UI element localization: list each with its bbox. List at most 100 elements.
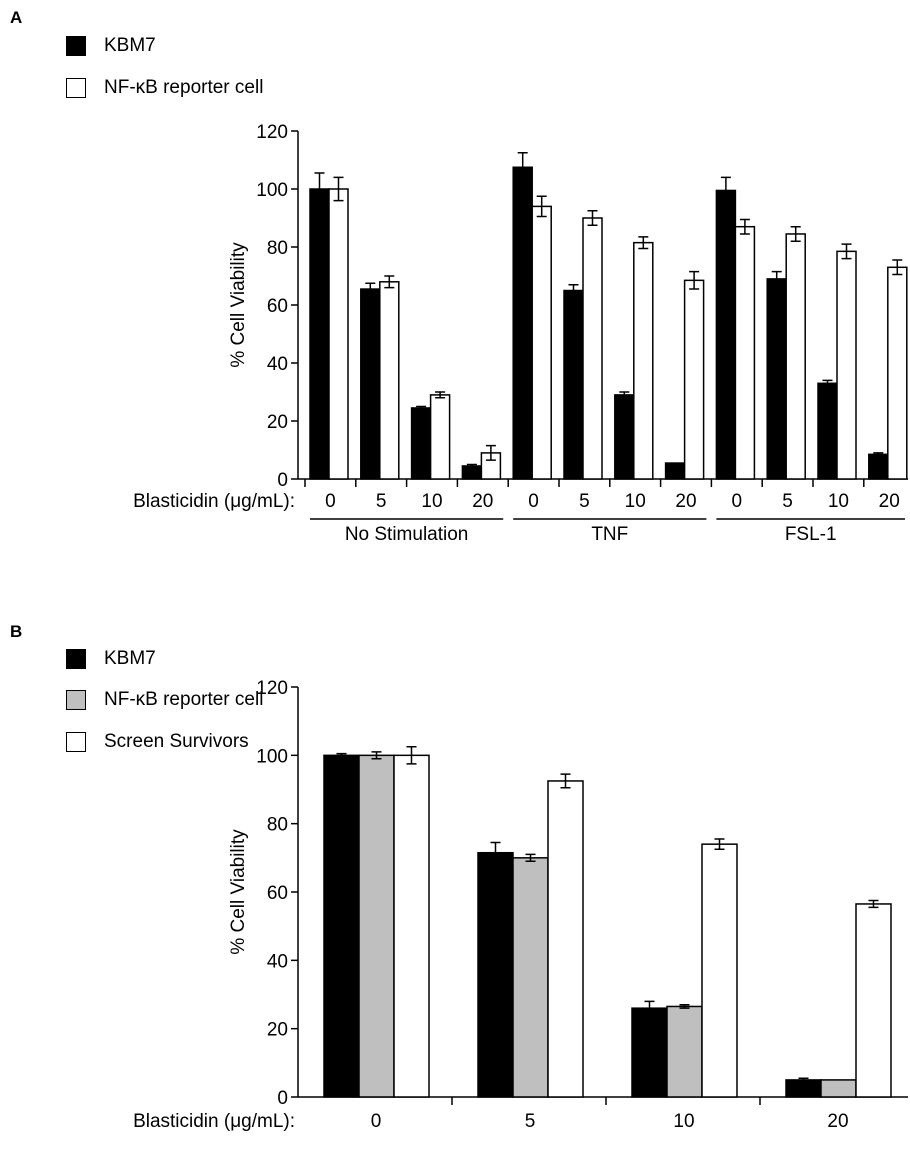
legend-b-reporter-swatch bbox=[66, 690, 86, 710]
chart-a-group-label-1: TNF bbox=[591, 524, 628, 545]
chart-a-y-tick-label-100: 100 bbox=[256, 180, 288, 201]
chart-a-x-tick-label-6: 10 bbox=[625, 491, 646, 512]
chart-b-x-tick-label-3: 20 bbox=[827, 1111, 848, 1132]
chart-a-y-tick-label-60: 60 bbox=[267, 296, 288, 317]
chart-b-bar-survivors-1-error bbox=[560, 773, 571, 789]
legend-a-reporter: NF-κB reporter cell bbox=[66, 76, 263, 100]
chart-b-x-axis-title: Blasticidin (μg/mL): bbox=[133, 1111, 295, 1132]
chart-b-bar-kbm7-2-error bbox=[644, 1000, 655, 1016]
chart-a-bar-kbm7-2-error bbox=[416, 405, 427, 411]
legend-a-kbm7: KBM7 bbox=[66, 34, 156, 58]
chart-a-group-label-2: FSL-1 bbox=[785, 524, 837, 545]
legend-b-survivors-label: Screen Survivors bbox=[104, 731, 249, 752]
chart-a-x-tick-label-1: 5 bbox=[376, 491, 387, 512]
chart-a-bar-reporter-11-error bbox=[892, 259, 903, 276]
chart-a-bar-reporter-8-error bbox=[739, 218, 750, 235]
chart-b-bar-kbm7-1 bbox=[477, 851, 514, 1098]
chart-b-bar-survivors-3-error bbox=[868, 899, 879, 909]
panel-a-label: A bbox=[10, 8, 23, 27]
chart-a-bar-reporter-1-error bbox=[384, 275, 395, 289]
chart-b-y-tick-label-60: 60 bbox=[267, 883, 288, 904]
chart-a-bar-reporter-3-error bbox=[485, 444, 496, 461]
chart-a-bar-reporter-6-error bbox=[638, 236, 649, 250]
chart-b-x-tick-label-1: 5 bbox=[525, 1111, 536, 1132]
chart-b-y-tick-label-20: 20 bbox=[267, 1020, 288, 1041]
chart-b-bar-reporter-1 bbox=[512, 857, 549, 1098]
chart-b-bar-survivors-2 bbox=[701, 843, 738, 1098]
chart-a-bar-reporter-5-error bbox=[587, 210, 598, 226]
legend-a-kbm7-swatch bbox=[66, 36, 86, 56]
chart-b-bar-reporter-2-error bbox=[679, 1004, 690, 1009]
legend-b-kbm7-swatch bbox=[66, 649, 86, 669]
chart-b-bar-kbm7-0-error bbox=[336, 752, 347, 758]
chart-a-x-tick-label-3: 20 bbox=[472, 491, 493, 512]
chart-b-bar-kbm7-3 bbox=[785, 1079, 822, 1098]
chart-a-x-tick-label-8: 0 bbox=[732, 491, 743, 512]
chart-a-y-axis-title: % Cell Viability bbox=[228, 242, 249, 368]
chart-a-x-axis-title: Blasticidin (μg/mL): bbox=[133, 491, 295, 512]
chart-a-group-label-0: No Stimulation bbox=[345, 524, 469, 545]
chart-a-bar-reporter-4-error bbox=[536, 195, 547, 218]
legend-a-reporter-swatch bbox=[66, 78, 86, 98]
chart-a-bar-kbm7-3-error bbox=[466, 463, 477, 469]
chart-b-bar-survivors-1 bbox=[547, 780, 584, 1098]
chart-a-bar-reporter-2-error bbox=[435, 391, 446, 399]
chart-b-bar-survivors-3 bbox=[855, 903, 892, 1098]
legend-b-kbm7-label: KBM7 bbox=[104, 648, 156, 669]
chart-a-y-tick-label-120: 120 bbox=[256, 122, 288, 143]
legend-b-kbm7: KBM7 bbox=[66, 647, 156, 671]
chart-b-y-tick-label-0: 0 bbox=[277, 1088, 288, 1109]
chart-b-bar-survivors-0 bbox=[393, 754, 430, 1098]
chart-a-y-tick-label-80: 80 bbox=[267, 238, 288, 259]
chart-a-bar-kbm7-0-error bbox=[314, 172, 325, 206]
chart-a-bar-kbm7-11-error bbox=[873, 452, 884, 457]
chart-b-bar-reporter-2 bbox=[666, 1005, 703, 1098]
chart-b-y-tick-label-120: 120 bbox=[256, 678, 288, 699]
chart-b-bar-kbm7-0 bbox=[323, 754, 360, 1098]
chart-a-x-tick-label-0: 0 bbox=[325, 491, 336, 512]
chart-b-bar-reporter-1-error bbox=[525, 853, 536, 862]
chart-a-bar-kbm7-6-error bbox=[619, 391, 630, 399]
panel-b-label: B bbox=[10, 622, 23, 641]
chart-b-bar-kbm7-1-error bbox=[490, 841, 501, 864]
chart-a-x-tick-label-11: 20 bbox=[879, 491, 900, 512]
chart-a-x-tick-label-9: 5 bbox=[782, 491, 793, 512]
legend-a-kbm7-label: KBM7 bbox=[104, 35, 156, 56]
chart-b-y-tick-label-80: 80 bbox=[267, 815, 288, 836]
chart-b-x-tick-label-2: 10 bbox=[673, 1111, 694, 1132]
legend-b-reporter-label: NF-κB reporter cell bbox=[104, 689, 264, 710]
chart-b-x-tick-label-0: 0 bbox=[371, 1111, 382, 1132]
chart-b-bar-reporter-3 bbox=[820, 1079, 857, 1098]
chart-a-bar-reporter-7-error bbox=[689, 270, 700, 290]
chart-a-y-tick-label-20: 20 bbox=[267, 412, 288, 433]
chart-b-bar-survivors-2-error bbox=[714, 838, 725, 851]
legend-b-reporter: NF-κB reporter cell bbox=[66, 688, 263, 712]
chart-a-x-tick-label-4: 0 bbox=[528, 491, 539, 512]
chart-a-x-tick-label-2: 10 bbox=[421, 491, 442, 512]
chart-a-x-tick-label-7: 20 bbox=[675, 491, 696, 512]
chart-b-bar-reporter-0-error bbox=[371, 751, 382, 760]
legend-b-survivors-swatch bbox=[66, 732, 86, 752]
chart-a-bar-kbm7-1-error bbox=[365, 282, 376, 296]
chart-a-bar-reporter-9-error bbox=[790, 225, 801, 242]
chart-a-x-tick-label-5: 5 bbox=[579, 491, 590, 512]
chart-b-bar-reporter-0 bbox=[358, 754, 395, 1098]
chart-a-bar-kbm7-8-error bbox=[720, 176, 731, 205]
chart-b-bar-survivors-0-error bbox=[406, 746, 417, 765]
chart-a-bar-reporter-10-error bbox=[841, 243, 852, 260]
chart-a-bar-kbm7-5-error bbox=[568, 283, 579, 298]
chart-b-y-axis-title: % Cell Viability bbox=[228, 829, 249, 955]
legend-b-survivors: Screen Survivors bbox=[66, 730, 249, 754]
chart-a-y-tick-label-0: 0 bbox=[277, 470, 288, 491]
chart-b-y-tick-label-40: 40 bbox=[267, 951, 288, 972]
chart-a-bar-reporter-0-error bbox=[333, 176, 344, 202]
chart-a-bar-kbm7-10-error bbox=[822, 379, 833, 387]
chart-a-bar-kbm7-9-error bbox=[771, 270, 782, 287]
chart-a-y-tick-label-40: 40 bbox=[267, 354, 288, 375]
chart-b-bar-kbm7-2 bbox=[631, 1007, 668, 1098]
chart-b-y-tick-label-100: 100 bbox=[256, 746, 288, 767]
legend-a-reporter-label: NF-κB reporter cell bbox=[104, 77, 264, 98]
chart-a-bar-kbm7-4-error bbox=[517, 152, 528, 183]
